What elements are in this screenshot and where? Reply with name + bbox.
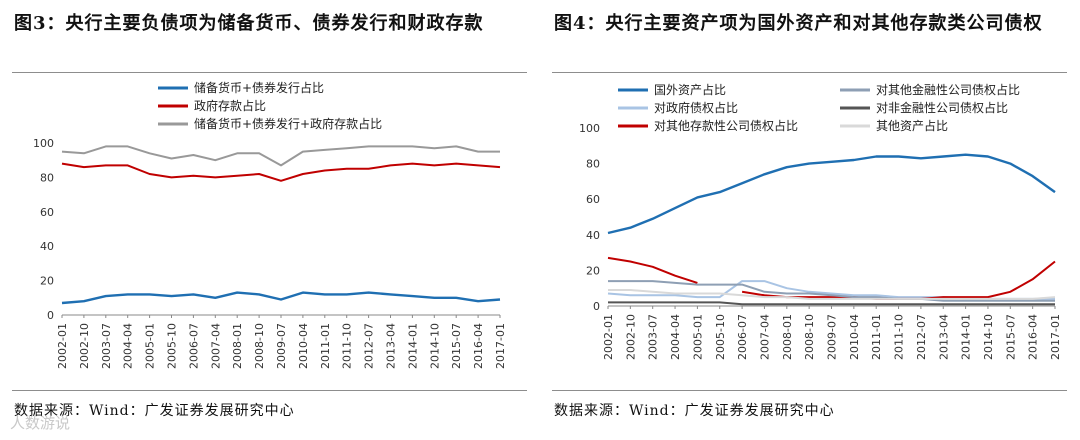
x-tick-label: 2011-10 [341, 323, 354, 369]
right-bottom-rule [552, 390, 1067, 391]
x-tick-label: 2015-07 [450, 323, 463, 369]
x-tick-label: 2009-07 [826, 314, 839, 360]
series-line-4 [608, 301, 1055, 306]
series-line-0 [607, 153, 1056, 235]
x-tick-label: 2017-01 [1049, 314, 1062, 360]
x-tick-label: 2009-07 [275, 323, 288, 369]
y-tick-label: 60 [40, 206, 54, 219]
x-tick-label: 2002-01 [56, 323, 69, 369]
series-line-2 [607, 256, 698, 284]
x-tick-label: 2013-04 [385, 323, 398, 369]
legend-label-4: 对非金融性公司债权占比 [876, 100, 1008, 115]
legend-label-2: 储备货币+债券发行+政府存款占比 [194, 116, 382, 131]
legend-label-3: 对其他金融性公司债权占比 [876, 82, 1020, 97]
x-tick-label: 2003-07 [647, 314, 660, 360]
x-tick-label: 2005-10 [166, 323, 179, 369]
series-line-5 [608, 289, 1056, 300]
x-tick-label: 2008-10 [803, 314, 816, 360]
y-tick-label: 80 [586, 158, 600, 171]
x-tick-label: 2003-07 [100, 323, 113, 369]
legend-label-2: 对其他存款性公司债权占比 [654, 118, 798, 133]
legend-label-5: 其他资产占比 [876, 118, 948, 133]
y-tick-label: 100 [33, 137, 54, 150]
left-source-note: 数据来源：Wind：广发证券发展研究中心 [14, 403, 295, 419]
x-tick-label: 2015-07 [1004, 314, 1017, 360]
right-source-note: 数据来源：Wind：广发证券发展研究中心 [554, 403, 835, 419]
x-tick-label: 2007-04 [209, 323, 222, 369]
y-tick-label: 40 [586, 229, 600, 242]
x-tick-label: 2002-10 [78, 323, 91, 369]
x-tick-label: 2002-01 [602, 314, 615, 360]
watermark: 人数游说 [10, 414, 71, 432]
x-tick-label: 2011-10 [893, 314, 906, 360]
x-tick-label: 2008-10 [253, 323, 266, 369]
x-tick-label: 2016-04 [472, 323, 485, 369]
x-tick-label: 2006-07 [736, 314, 749, 360]
right-chart-title: 图4：央行主要资产项为国外资产和对其他存款类公司债权 [554, 13, 1043, 34]
legend-label-1: 政府存款占比 [194, 98, 266, 113]
left-bottom-rule [12, 390, 527, 391]
series-line-1 [61, 162, 501, 182]
y-tick-label: 80 [40, 171, 54, 184]
y-tick-label: 0 [47, 309, 54, 322]
x-tick-label: 2016-04 [1027, 314, 1040, 360]
right-chart-panel: 图4：央行主要资产项为国外资产和对其他存款类公司债权 国外资产占比 对政府债权占比… [540, 0, 1080, 440]
x-tick-label: 2005-10 [714, 314, 727, 360]
left-chart-panel: 图3：央行主要负债项为储备货币、债券发行和财政存款 储备货币+债券发行占比 政府存… [12, 13, 527, 419]
x-tick-label: 2012-07 [363, 323, 376, 369]
legend-label-0: 储备货币+债券发行占比 [194, 80, 324, 95]
y-tick-label: 40 [40, 240, 54, 253]
x-tick-label: 2017-01 [494, 323, 507, 369]
x-tick-label: 2010-04 [297, 323, 310, 369]
y-tick-label: 60 [586, 193, 600, 206]
y-tick-label: 20 [586, 264, 600, 277]
y-tick-label: 20 [40, 275, 54, 288]
legend-label-0: 国外资产占比 [654, 82, 726, 97]
x-tick-label: 2002-10 [624, 314, 637, 360]
x-tick-label: 2004-04 [669, 314, 682, 360]
x-tick-label: 2014-10 [982, 314, 995, 360]
x-tick-label: 2006-07 [187, 323, 200, 369]
x-tick-label: 2005-01 [691, 314, 704, 360]
left-top-rule [12, 72, 527, 73]
x-tick-label: 2004-04 [122, 323, 135, 369]
x-tick-label: 2014-10 [428, 323, 441, 369]
y-tick-label: 100 [579, 122, 600, 135]
x-tick-label: 2008-01 [781, 314, 794, 360]
x-tick-label: 2014-01 [960, 314, 973, 360]
x-tick-label: 2014-01 [406, 323, 419, 369]
x-tick-label: 2007-04 [758, 314, 771, 360]
x-tick-label: 2011-01 [319, 323, 332, 369]
x-tick-label: 2012-07 [915, 314, 928, 360]
legend-label-1: 对政府债权占比 [654, 100, 738, 115]
series-line-2 [61, 145, 500, 167]
right-top-rule [552, 72, 1067, 73]
x-tick-label: 2011-01 [870, 314, 883, 360]
x-tick-label: 2008-01 [231, 323, 244, 369]
series-line-0 [61, 291, 501, 305]
x-tick-label: 2010-04 [848, 314, 861, 360]
left-chart-title: 图3：央行主要负债项为储备货币、债券发行和财政存款 [14, 13, 484, 34]
x-tick-label: 2013-04 [937, 314, 950, 360]
series-line-3 [608, 280, 1055, 302]
x-tick-label: 2005-01 [144, 323, 157, 369]
y-tick-label: 0 [593, 300, 600, 313]
